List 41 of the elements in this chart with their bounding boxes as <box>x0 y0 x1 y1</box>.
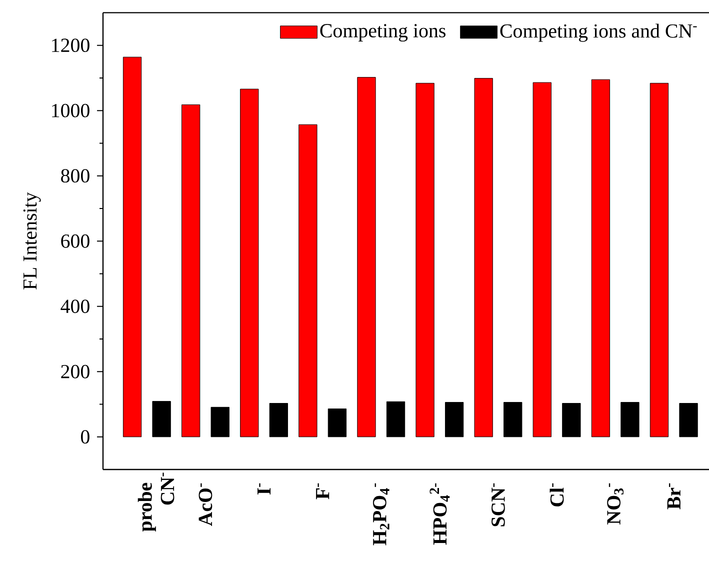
y-tick-label: 600 <box>61 234 90 248</box>
x-tick-label: SCN$^{-}$ <box>492 483 505 526</box>
bar <box>152 401 171 438</box>
x-tick-label: probe <box>138 482 156 532</box>
bar <box>504 402 522 438</box>
bar <box>328 408 347 438</box>
bar <box>210 406 230 438</box>
bar <box>532 82 552 438</box>
x-tick-label: Cl$^{-}$ <box>550 483 564 506</box>
bar <box>562 403 581 438</box>
bar <box>416 82 434 438</box>
legend-label: Competing ions and CN$^{-}$ <box>500 24 697 42</box>
y-tick-label: 0 <box>80 430 90 444</box>
bar <box>357 77 376 438</box>
bar <box>474 78 493 438</box>
y-tick-label: 1000 <box>52 104 90 118</box>
bar <box>679 403 698 438</box>
bar <box>386 401 406 438</box>
bar <box>182 104 200 438</box>
x-tick-label: NO$_{3}$- <box>607 483 624 524</box>
bar <box>591 79 610 438</box>
legend-label: Competing ions <box>320 24 446 42</box>
y-axis-title: FL Intensity <box>23 192 41 290</box>
x-tick-label: HPO$_{4}$2- <box>430 483 450 545</box>
bar <box>122 56 142 438</box>
x-tick-label: F$^{-}$ <box>316 483 330 500</box>
x-tick-label: I$^{-}$ <box>257 483 271 495</box>
y-tick-label: 200 <box>61 364 90 378</box>
text: CN$^{-}$ <box>160 472 174 505</box>
x-tick-label: AcO$^{-}$ <box>198 483 212 526</box>
x-tick-label: H$_{2}$PO$_{4}$- <box>372 483 390 546</box>
bar <box>269 403 288 438</box>
bar <box>240 88 259 438</box>
x-tick-label: Br$^{-}$ <box>667 483 680 510</box>
bar <box>298 124 318 438</box>
bar <box>650 82 669 438</box>
y-tick-label: 1200 <box>52 38 90 52</box>
y-tick-label: 800 <box>61 169 90 183</box>
bar <box>444 402 464 438</box>
bar <box>620 402 640 438</box>
y-tick-label: 400 <box>60 300 90 314</box>
